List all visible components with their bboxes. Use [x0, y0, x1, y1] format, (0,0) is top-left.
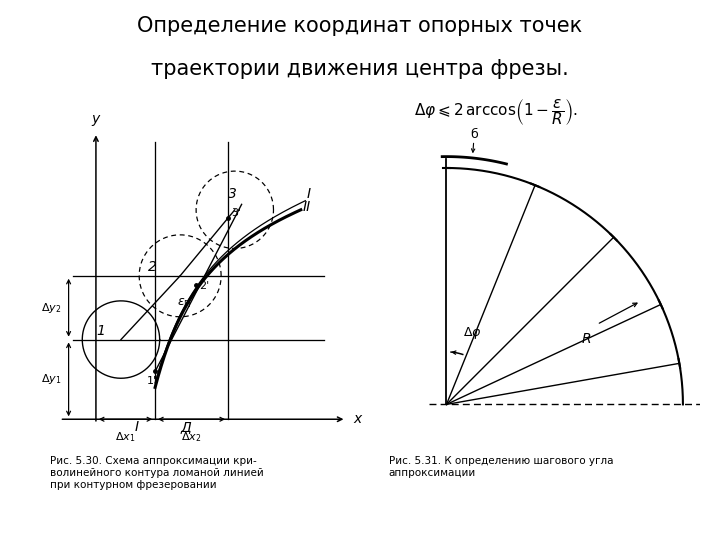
- Text: $\Delta y_1$: $\Delta y_1$: [41, 373, 62, 387]
- Text: $\varepsilon_\Pi$: $\varepsilon_\Pi$: [178, 298, 192, 310]
- Text: Рис. 5.31. К определению шагового угла
аппроксимации: Рис. 5.31. К определению шагового угла а…: [389, 456, 613, 478]
- Text: R: R: [582, 332, 591, 346]
- Text: 2': 2': [199, 281, 210, 292]
- Text: 1': 1': [146, 376, 156, 386]
- Text: 2: 2: [148, 260, 157, 274]
- Text: $\Delta\varphi \leqslant 2\,\mathrm{arc}\cos\!\left(1-\dfrac{\varepsilon}{R}\rig: $\Delta\varphi \leqslant 2\,\mathrm{arc}…: [414, 97, 577, 127]
- Text: траектории движения центра фрезы.: траектории движения центра фрезы.: [151, 59, 569, 79]
- Text: I: I: [135, 420, 139, 434]
- Text: б: б: [470, 127, 477, 140]
- Text: $\Delta y_2$: $\Delta y_2$: [42, 301, 62, 315]
- Text: $\Delta x_1$: $\Delta x_1$: [115, 430, 136, 444]
- Text: Рис. 5.30. Схема аппроксимации кри-
волинейного контура ломаной линией
при конту: Рис. 5.30. Схема аппроксимации кри- воли…: [50, 456, 264, 489]
- Text: I: I: [306, 187, 310, 201]
- Text: Определение координат опорных точек: Определение координат опорных точек: [138, 16, 582, 36]
- Text: 3: 3: [228, 187, 237, 201]
- Text: $\Delta x_2$: $\Delta x_2$: [181, 430, 202, 444]
- Text: 3': 3': [231, 208, 241, 218]
- Text: Д: Д: [180, 420, 191, 434]
- Text: x: x: [354, 412, 361, 426]
- Text: y: y: [92, 112, 100, 126]
- Text: 1: 1: [96, 324, 105, 338]
- Text: $\Delta\varphi$: $\Delta\varphi$: [464, 325, 482, 341]
- Text: II: II: [303, 200, 311, 214]
